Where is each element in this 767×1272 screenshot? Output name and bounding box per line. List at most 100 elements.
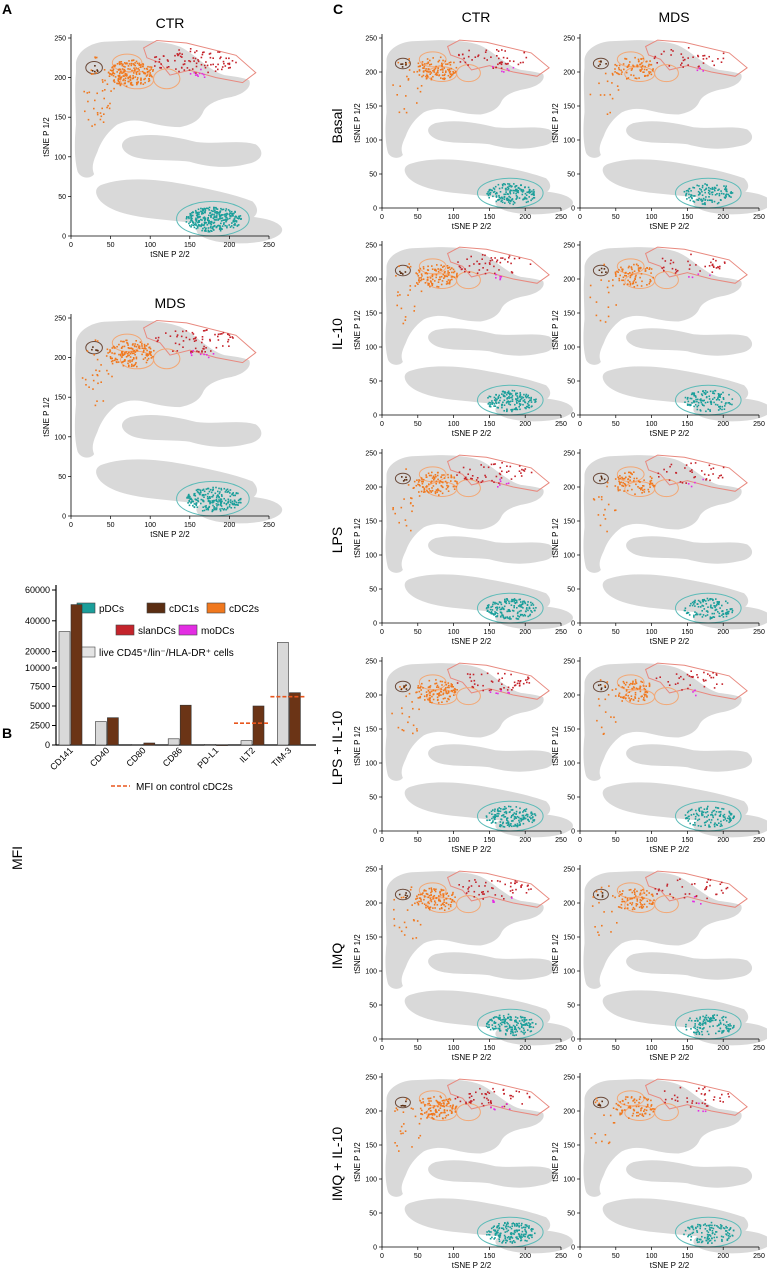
cdc2-dots <box>415 887 456 911</box>
tsne-x-tick-label: 200 <box>519 214 531 221</box>
tsne-x-tick-label: 150 <box>484 837 496 844</box>
legend-item-pdcs: pDCs <box>76 602 124 615</box>
row-label-lps: LPS <box>329 527 345 553</box>
cdc2-scatter-dots <box>592 481 617 533</box>
tsne-y-tick-label: 100 <box>54 154 66 161</box>
tsne-x-tick-label: 250 <box>555 1253 567 1260</box>
category-label-tim-3: TIM-3 <box>270 745 294 769</box>
tsne-y-tick-label: 0 <box>62 234 66 241</box>
legend-label-live-cells: live CD45⁺/lin⁻/HLA-DR⁺ cells <box>99 648 234 659</box>
legend-item-modcs: moDCs <box>178 624 234 637</box>
tsne-y-tick-label: 100 <box>365 761 377 768</box>
cdc2-scatter-dots <box>589 263 617 323</box>
row-label-imq-il10: IMQ + IL-10 <box>329 1127 345 1202</box>
tsne-y-tick-label: 200 <box>563 1109 575 1116</box>
cdc2-gate-upper <box>418 466 447 483</box>
y-tick-label: 20000 <box>25 647 50 657</box>
tsne-y-tick-label: 250 <box>563 451 575 458</box>
modc-dots <box>688 273 711 279</box>
pdc-dots <box>683 597 734 620</box>
tsne-y-tick-label: 50 <box>369 1211 377 1218</box>
tsne-y-tick-label: 150 <box>365 1143 377 1150</box>
tsne-axes: 00 50 50 100 100 150 150 200 200 250 250 tSNE P 2/2… <box>551 865 765 1062</box>
cdc2-gate-right <box>654 687 679 706</box>
cdc2-gate-upper <box>418 1090 447 1107</box>
tsne-y-tick-label: 50 <box>567 587 575 594</box>
pdc-dots <box>685 1014 735 1036</box>
tsne-y-tick-label: 200 <box>563 277 575 284</box>
modc-dots <box>492 897 513 903</box>
tsne-y-tick-label: 250 <box>365 659 377 666</box>
tsne-y-tick-label: 150 <box>563 1143 575 1150</box>
tsne-x-tick-label: 150 <box>484 214 496 221</box>
tsne-x-tick-label: 50 <box>612 837 620 844</box>
slandc-gate <box>142 39 257 84</box>
tsne-x-tick-label: 50 <box>612 1045 620 1052</box>
slandc-gate <box>446 870 550 908</box>
cdc1-dots <box>400 1100 407 1107</box>
tsne-x-tick-label: 0 <box>578 837 582 844</box>
slandc-gate <box>446 39 550 77</box>
tsne-y-tick-label: 0 <box>571 413 575 420</box>
tsne-y-tick-label: 150 <box>563 727 575 734</box>
cdc2-gate-right <box>153 348 181 370</box>
tsne-y-tick-label: 150 <box>563 519 575 526</box>
tsne-y-tick-label: 100 <box>365 345 377 352</box>
tsne-x-label: tSNE P 2/2 <box>650 637 690 646</box>
tsne-y-tick-label: 150 <box>563 311 575 318</box>
modc-dots <box>692 689 697 697</box>
cdc2-gate-right <box>654 1103 679 1122</box>
tsne-c-mds-row-1: 00 50 50 100 100 150 150 200 200 250 250 tSNE P 2/2… <box>551 241 767 438</box>
modc-dots <box>490 1103 511 1111</box>
slandc-gate <box>446 1078 550 1116</box>
tsne-y-tick-label: 100 <box>563 761 575 768</box>
cdc2-scatter-dots <box>591 885 618 936</box>
cdc1-gate <box>592 1096 609 1109</box>
slandc-dots <box>663 1086 730 1108</box>
y-tick-label: 10000 <box>25 663 50 673</box>
tsne-y-tick-label: 50 <box>369 172 377 179</box>
reference-legend-label: MFI on control cDC2s <box>136 782 233 793</box>
tsne-y-label: tSNE P 1/2 <box>551 103 560 143</box>
pdc-dots <box>186 486 242 513</box>
tsne-x-tick-label: 100 <box>448 837 460 844</box>
cdc2-dots <box>614 679 651 702</box>
row-label-imq: IMQ <box>329 943 345 970</box>
cdc1-dots <box>598 267 607 274</box>
tsne-y-label: tSNE P 1/2 <box>551 310 560 350</box>
row-label-lps-il10: LPS + IL-10 <box>329 711 345 786</box>
tsne-x-label: tSNE P 2/2 <box>650 1261 690 1270</box>
slandc-dots <box>657 462 725 484</box>
tsne-x-tick-label: 100 <box>646 1253 658 1260</box>
tsne-x-tick-label: 200 <box>519 629 531 636</box>
slandc-gate <box>446 662 550 700</box>
tsne-axes: 00 50 50 100 100 150 150 200 200 250 250 tSNE P 2/2… <box>353 657 567 854</box>
tsne-x-label: tSNE P 2/2 <box>452 845 492 854</box>
tsne-y-tick-label: 0 <box>571 829 575 836</box>
tsne-x-tick-label: 200 <box>519 837 531 844</box>
cdc2-gate-upper <box>111 53 143 72</box>
bar-cd141-ctr <box>58 631 71 746</box>
cdc2-gate-right <box>654 271 679 290</box>
slandc-dots <box>456 672 531 692</box>
tsne-y-tick-label: 0 <box>571 1245 575 1252</box>
tsne-x-tick-label: 200 <box>717 1253 729 1260</box>
tsne-x-label: tSNE P 2/2 <box>452 1053 492 1062</box>
tsne-x-tick-label: 250 <box>555 214 567 221</box>
tsne-y-tick-label: 150 <box>365 104 377 111</box>
legend-swatch-modcs <box>178 624 198 636</box>
tsne-y-label: tSNE P 1/2 <box>353 726 362 766</box>
tsne-x-label: tSNE P 2/2 <box>650 429 690 438</box>
cdc2-scatter-dots <box>81 339 114 407</box>
category-label-ilt2: ILT2 <box>238 745 257 764</box>
tsne-y-tick-label: 200 <box>365 277 377 284</box>
tsne-x-tick-label: 250 <box>753 421 765 428</box>
tsne-y-tick-label: 250 <box>54 36 66 43</box>
cdc1-gate <box>592 57 609 70</box>
tsne-x-label: tSNE P 2/2 <box>452 429 492 438</box>
pdc-dots <box>486 183 536 206</box>
tsne-x-tick-label: 150 <box>682 629 694 636</box>
modc-dots <box>497 478 510 488</box>
cdc1-dots <box>399 270 407 275</box>
